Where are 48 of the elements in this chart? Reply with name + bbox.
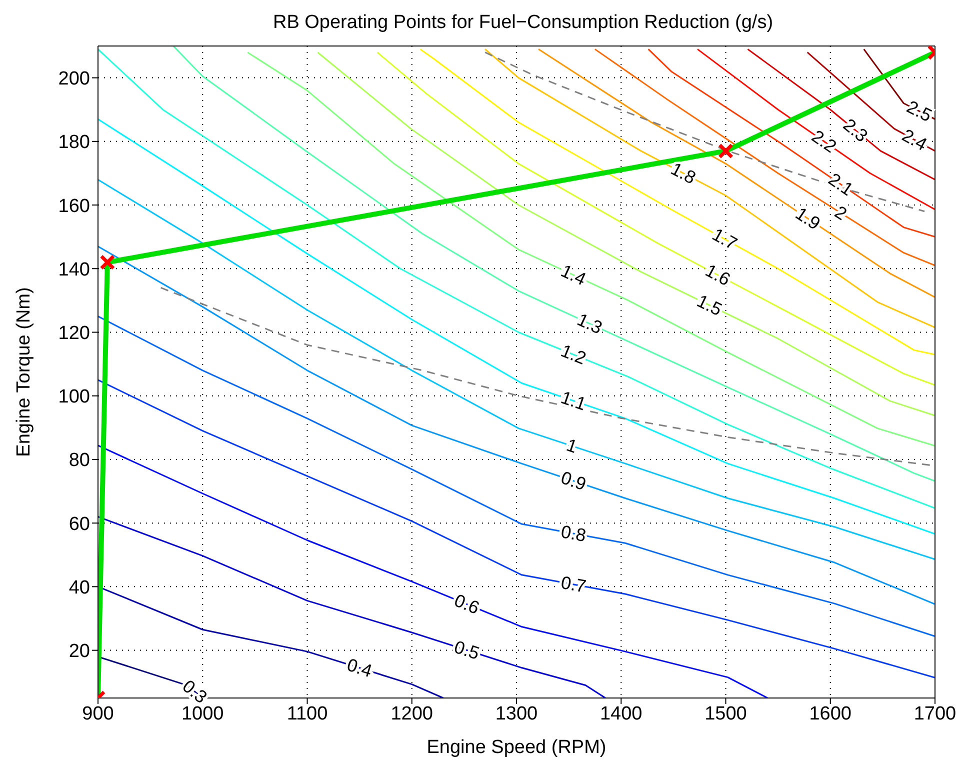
line-series	[316, 52, 935, 416]
text: 0.6	[451, 590, 482, 618]
y-tick-label: 80	[68, 450, 90, 472]
text: 0.9	[558, 467, 589, 494]
text: 0.7	[559, 572, 588, 597]
y-tick-label: 40	[68, 577, 90, 598]
y-tick-label: 60	[68, 514, 90, 535]
x-tick-label: 1700	[914, 703, 956, 724]
text: 0.8	[559, 521, 588, 546]
x-tick-label: 1100	[286, 703, 328, 724]
text: 0.5	[452, 636, 482, 664]
text: 0.4	[344, 654, 374, 682]
y-tick-label: 160	[58, 196, 90, 217]
text: 2.1	[824, 169, 857, 200]
x-tick-label: 900	[82, 703, 114, 724]
text: 2.5	[904, 96, 935, 126]
y-tick-label: 100	[58, 386, 90, 408]
x-tick-label: 1400	[600, 703, 642, 724]
text: 1.5	[694, 290, 726, 320]
text: 1.8	[668, 158, 700, 188]
y-tick-label: 140	[58, 259, 90, 280]
y-tick-label: 20	[68, 641, 90, 662]
text: 1.6	[702, 260, 734, 290]
text: 2.4	[898, 125, 930, 155]
text: 1.1	[558, 387, 589, 414]
y-tick-label: 120	[58, 322, 90, 344]
x-tick-label: 1300	[495, 703, 538, 724]
text: 2	[831, 202, 850, 224]
text: 1.2	[558, 340, 589, 368]
chart-title: RB Operating Points for Fuel−Consumption Reduction (g/s)	[272, 11, 774, 35]
line-series	[376, 52, 935, 386]
text: 1.7	[708, 224, 740, 254]
text: 2.2	[808, 126, 840, 157]
y-tick-label: 180	[58, 132, 90, 154]
text: 2.3	[839, 114, 872, 146]
line-series	[98, 316, 935, 638]
text: 1.3	[574, 309, 606, 338]
text: 1.9	[792, 203, 824, 234]
y-tick-label: 200	[58, 68, 90, 90]
line-series	[98, 379, 935, 678]
x-axis-title: Engine Speed (RPM)	[426, 737, 606, 758]
line-series	[594, 48, 935, 266]
x-tick-label: 1600	[809, 703, 852, 724]
x-tick-label: 1200	[390, 703, 434, 724]
y-axis-title: Engine Torque (Nm)	[14, 287, 35, 457]
x-tick-label: 1500	[704, 703, 747, 724]
text: 1.4	[558, 260, 590, 290]
text: 1	[564, 434, 580, 458]
